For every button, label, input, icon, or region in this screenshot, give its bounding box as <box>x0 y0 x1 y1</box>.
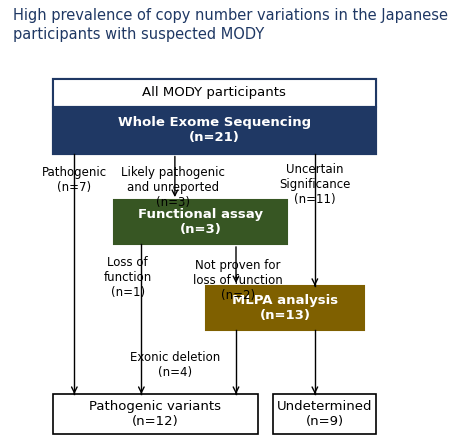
FancyBboxPatch shape <box>53 107 376 154</box>
FancyBboxPatch shape <box>114 200 287 244</box>
Text: Not proven for
loss of function
(n=2): Not proven for loss of function (n=2) <box>193 259 283 302</box>
Text: Pathogenic
(n=7): Pathogenic (n=7) <box>42 166 107 194</box>
Text: Loss of
function
(n=1): Loss of function (n=1) <box>104 256 152 299</box>
Text: Likely pathogenic
and unreported
(n=3): Likely pathogenic and unreported (n=3) <box>121 166 225 209</box>
FancyBboxPatch shape <box>207 286 364 330</box>
Text: Exonic deletion
(n=4): Exonic deletion (n=4) <box>130 351 220 379</box>
Text: Pathogenic variants
(n=12): Pathogenic variants (n=12) <box>89 400 221 428</box>
FancyBboxPatch shape <box>53 394 257 434</box>
Text: Functional assay
(n=3): Functional assay (n=3) <box>138 208 263 236</box>
Text: Whole Exome Sequencing
(n=21): Whole Exome Sequencing (n=21) <box>118 116 311 144</box>
Text: MLPA analysis
(n=13): MLPA analysis (n=13) <box>232 294 338 322</box>
Text: All MODY participants: All MODY participants <box>142 87 286 99</box>
FancyBboxPatch shape <box>53 79 376 107</box>
Text: Uncertain
Significance
(n=11): Uncertain Significance (n=11) <box>279 163 351 206</box>
Text: High prevalence of copy number variations in the Japanese
participants with susp: High prevalence of copy number variation… <box>13 8 448 42</box>
FancyBboxPatch shape <box>274 394 376 434</box>
Text: Undetermined
(n=9): Undetermined (n=9) <box>277 400 372 428</box>
